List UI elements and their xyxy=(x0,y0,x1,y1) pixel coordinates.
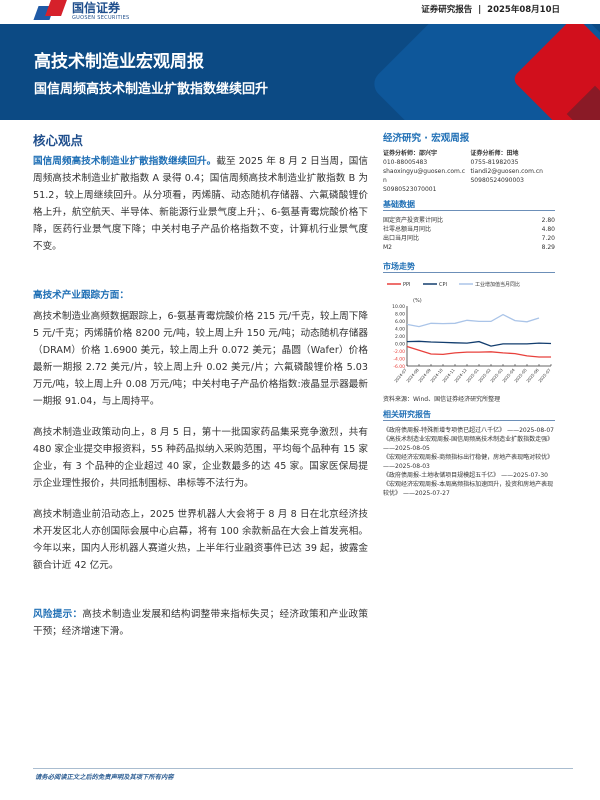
series-line-CPI xyxy=(406,340,552,347)
risk-text: 高技术制造业发展和结构调整带来指标失灵；经济政策和产业政策干预；经济增速下滑。 xyxy=(33,609,369,637)
y-axis-unit: (%) xyxy=(413,298,422,304)
tracking-data-paragraph: 高技术制造业高频数据跟踪上，6-氨基青霉烷酸价格 215 元/千克，较上周下降 … xyxy=(33,311,368,407)
analyst-email[interactable]: shaoxingyu@guosen.com.cn xyxy=(383,168,466,184)
related-report-title[interactable]: 《宏观经济宏观周报-本周高频指标加速回升，投资和房地产表现较优》 xyxy=(383,481,554,497)
basic-data-value: 8.29 xyxy=(541,244,555,251)
basic-data-value: 7.20 xyxy=(541,235,555,242)
risk-label: 风险提示： xyxy=(33,609,83,620)
market-heading: 市场走势 xyxy=(383,262,555,273)
basic-data-label: 固定资产投资累计同比 xyxy=(383,217,444,224)
y-tick-label: 8.00 xyxy=(395,312,405,318)
core-heading: 核心观点 xyxy=(33,133,84,148)
related-report-date: ——2025-08-03 xyxy=(383,463,430,470)
basic-data-row: M2 8.29 xyxy=(383,243,555,252)
related-report-item[interactable]: 《宏观经济宏观周报-商频指标出行稳健，房地产表现略对较优》 ——2025-08-… xyxy=(383,453,555,471)
x-tick-label: 2025-07 xyxy=(537,367,552,383)
market-trend-chart: PPI CPI 工业增加值当月同比 (%) 10.00 8.006.00 4.002.00 0… xyxy=(387,281,552,383)
series-line-工业增加值当月同比 xyxy=(406,313,540,328)
related-report-item[interactable]: 《宏观经济宏观周报-本周高频指标加速回升，投资和房地产表现较优》 ——2025-… xyxy=(383,480,555,498)
basic-data-heading: 基础数据 xyxy=(383,200,555,211)
legend-label: 工业增加值当月同比 xyxy=(475,281,520,288)
report-date: 2025年08月10日 xyxy=(487,5,560,15)
related-heading: 相关研究报告 xyxy=(383,410,555,421)
risk-paragraph: 风险提示：高技术制造业发展和结构调整带来指标失灵；经济政策和产业政策干预；经济增… xyxy=(33,606,368,640)
y-tick-label: 0.00 xyxy=(395,342,405,348)
footer-divider xyxy=(33,768,573,769)
page-title: 高技术制造业宏观周报 xyxy=(34,52,204,72)
analyst-1: 证券分析师：邵兴宇 010-88005483 shaoxingyu@guosen.c… xyxy=(383,149,468,194)
related-report-title[interactable]: 《宏观经济宏观周报-商频指标出行稳健，房地产表现略对较优》 xyxy=(383,454,554,461)
title-banner xyxy=(0,24,600,120)
related-report-item[interactable]: 《政府债周报-土地收储项目规模超五千亿》 ——2025-07-30 xyxy=(383,471,555,480)
footer-disclaimer: 请务必阅读正文之后的免责声明及其项下所有内容 xyxy=(35,774,174,781)
page-subtitle: 国信周频高技术制造业扩散指数继续回升 xyxy=(34,82,269,97)
legend-label: CPI xyxy=(439,282,447,288)
series-line-PPI xyxy=(406,345,551,358)
analyst-title: 证券分析师：田地 xyxy=(470,150,519,157)
analysts: 证券分析师：邵兴宇 010-88005483 shaoxingyu@guosen.c… xyxy=(383,149,555,194)
y-tick-label: -2.00 xyxy=(393,349,405,355)
analyst-email[interactable]: tiandi2@guosen.com.cn xyxy=(470,168,543,175)
basic-data-label: M2 xyxy=(383,244,392,251)
y-tick-label: -6.00 xyxy=(393,364,405,370)
analyst-cert: S0980523070001 xyxy=(383,186,437,193)
report-meta: 证券研究报告 | 2025年08月10日 xyxy=(421,5,560,15)
analyst-2: 证券分析师：田地 0755-81982035 tiandi2@guosen.com.… xyxy=(471,149,556,194)
related-report-date: ——2025-08-05 xyxy=(383,445,430,452)
related-report-title[interactable]: 《政府债周报-特殊新增专项债已超过八千亿》 xyxy=(383,427,506,434)
frontier-paragraph: 高技术制造业前沿动态上，2025 世界机器人大会将于 8 月 8 日在北京经济技… xyxy=(33,509,368,571)
basic-data-table: 固定资产投资累计同比 2.80 社零总额当月同比 4.80 出口当月同比 7.20 M2 8.… xyxy=(383,216,555,252)
analyst-phone: 010-88005483 xyxy=(383,159,428,166)
analyst-cert: S0980524090003 xyxy=(470,177,524,184)
main-column: 核心观点 国信周频高技术制造业扩散指数继续回升。截至 2025 年 8 月 2 … xyxy=(33,132,368,654)
sidebar-heading: 经济研究 · 宏观周报 xyxy=(383,133,470,144)
related-report-title[interactable]: 《高技术制造业宏观周报-国信周频高技术制造业扩散指数走强》 xyxy=(383,436,554,443)
policy-paragraph: 高技术制造业政策动向上，8 月 5 日，第十一批国家药品集采竞争激烈，共有 48… xyxy=(33,427,368,489)
related-reports: 《政府债周报-特殊新增专项债已超过八千亿》 ——2025-08-07 《高技术制造… xyxy=(383,426,555,498)
y-tick-label: -4.00 xyxy=(393,357,405,363)
logo-name: 国信证券 xyxy=(72,0,121,15)
related-report-date: ——2025-08-07 xyxy=(507,427,554,434)
basic-data-row: 社零总额当月同比 4.80 xyxy=(383,225,555,234)
logo-english: GUOSEN SECURITIES xyxy=(72,14,130,21)
related-report-title[interactable]: 《政府债周报-土地收储项目规模超五千亿》 xyxy=(383,472,500,479)
core-lead: 国信周频高技术制造业扩散指数继续回升。 xyxy=(33,156,217,167)
legend-label: PPI xyxy=(403,282,411,288)
related-report-item[interactable]: 《政府债周报-特殊新增专项债已超过八千亿》 ——2025-08-07 xyxy=(383,426,555,435)
basic-data-value: 2.80 xyxy=(541,217,555,224)
core-body: 截至 2025 年 8 月 2 日当周，国信周频高技术制造业扩散指数 A 录得 … xyxy=(33,156,369,252)
y-tick-label: 2.00 xyxy=(395,334,405,340)
sidebar: 经济研究 · 宏观周报 证券分析师：邵兴宇 010-88005483 shaoxin… xyxy=(383,134,555,498)
y-tick-label: 10.00 xyxy=(392,304,405,310)
analyst-phone: 0755-81982035 xyxy=(470,159,519,166)
basic-data-value: 4.80 xyxy=(541,226,555,233)
basic-data-label: 社零总额当月同比 xyxy=(383,226,432,233)
chart-source: 资料来源：Wind、国信证券经济研究所整理 xyxy=(383,396,501,403)
basic-data-row: 固定资产投资累计同比 2.80 xyxy=(383,216,555,225)
logo-mark-icon xyxy=(33,0,67,22)
basic-data-label: 出口当月同比 xyxy=(383,235,420,242)
tracking-heading: 高技术产业跟踪方面： xyxy=(33,290,129,301)
basic-data-row: 出口当月同比 7.20 xyxy=(383,234,555,243)
related-report-date: ——2025-07-27 xyxy=(402,490,450,497)
report-type: 证券研究报告 xyxy=(421,5,473,15)
related-report-item[interactable]: 《高技术制造业宏观周报-国信周频高技术制造业扩散指数走强》 ——2025-08-… xyxy=(383,435,555,453)
related-report-date: ——2025-07-30 xyxy=(501,472,548,479)
analyst-title: 证券分析师：邵兴宇 xyxy=(383,150,438,157)
y-tick-label: 4.00 xyxy=(395,327,405,333)
logo: 国信证券 GUOSEN SECURITIES xyxy=(33,0,130,22)
core-paragraph: 国信周频高技术制造业扩散指数继续回升。截至 2025 年 8 月 2 日当周，国… xyxy=(33,153,368,255)
y-tick-label: 6.00 xyxy=(395,319,405,325)
